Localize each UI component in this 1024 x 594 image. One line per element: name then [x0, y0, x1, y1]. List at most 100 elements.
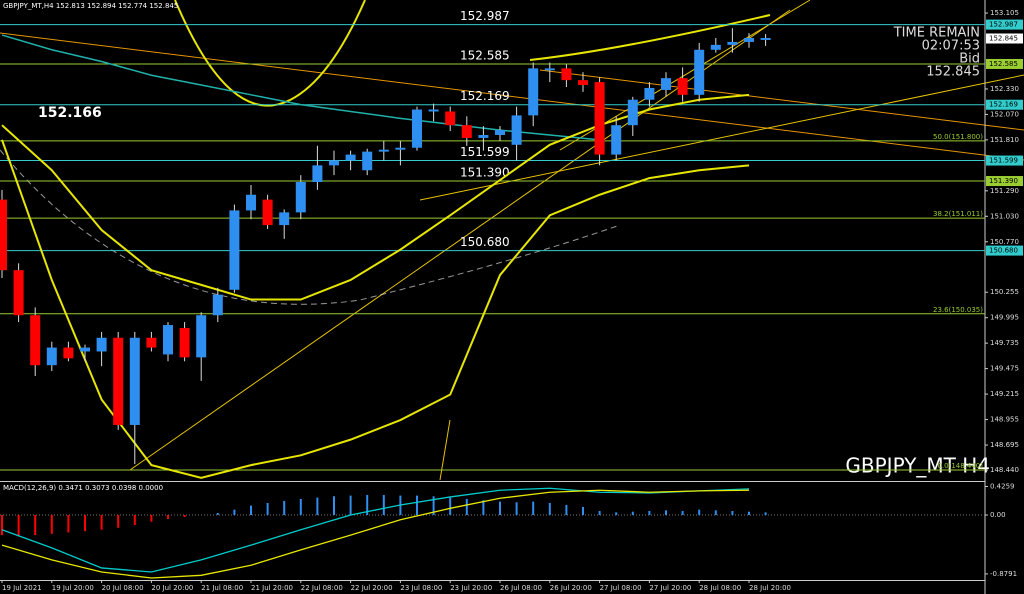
macd-y-tick-label: -0.8791 — [990, 570, 1017, 578]
candle-body — [80, 347, 90, 352]
bid-label: Bid — [959, 52, 980, 67]
band-curve — [174, 0, 366, 107]
y-tick-label: 149.215 — [990, 390, 1019, 398]
macd-signal-line — [1, 489, 750, 579]
x-tick-label: 28 Jul 08:00 — [699, 584, 741, 592]
y-tick-label: 150.770 — [990, 238, 1019, 246]
candle-body — [428, 109, 439, 112]
macd-y-tick-label: 0.00 — [990, 511, 1006, 519]
candle-body — [412, 109, 422, 148]
level-label: 150.680 — [460, 235, 510, 249]
level-tag — [986, 19, 1023, 30]
candle-body — [46, 347, 57, 366]
level-label: 152.987 — [460, 9, 510, 23]
y-tick-label: 148.955 — [990, 416, 1019, 424]
candle-body — [113, 337, 124, 425]
candle-body — [378, 149, 389, 152]
x-tick-label: 26 Jul 20:00 — [550, 584, 592, 592]
x-tick-label: 27 Jul 08:00 — [600, 584, 642, 592]
candle-body — [495, 130, 505, 135]
fib-label: 50.0(151.800) — [933, 133, 983, 141]
y-tick-label: 152.070 — [990, 110, 1019, 118]
y-tick-label: 152.330 — [990, 85, 1019, 93]
candle-body — [528, 68, 539, 116]
candle-body — [146, 337, 157, 348]
candle-body — [295, 182, 306, 213]
candle-body — [727, 41, 738, 45]
candle-body — [262, 199, 273, 226]
level-tag — [986, 99, 1023, 110]
y-tick-label: 153.105 — [990, 9, 1019, 17]
trend-line — [0, 32, 1024, 161]
y-tick-label: 148.695 — [990, 441, 1019, 449]
candle-body — [312, 165, 323, 183]
level-label: 151.599 — [460, 145, 510, 159]
x-tick-label: 20 Jul 20:00 — [151, 584, 193, 592]
candle-body — [163, 325, 173, 355]
candle-body — [561, 68, 572, 81]
time-remain-label: TIME REMAIN — [893, 26, 980, 41]
x-tick-label: 28 Jul 20:00 — [749, 584, 791, 592]
x-tick-label: 21 Jul 20:00 — [251, 584, 293, 592]
watermark: GBPJPY_MT H4 — [845, 454, 990, 478]
y-tick-label: 151.030 — [990, 212, 1019, 220]
candle-body — [677, 78, 688, 95]
chart-header: GBPJPY_MT,H4 152.813 152.894 152.774 152… — [3, 2, 178, 10]
y-tick-label: 149.475 — [990, 365, 1019, 373]
candle-body — [362, 151, 373, 171]
candle-body — [63, 347, 74, 359]
candle-body — [30, 315, 41, 366]
y-tick-label: 148.440 — [990, 466, 1019, 474]
fib-label: 23.6(150.035) — [933, 306, 983, 314]
x-tick-label: 20 Jul 08:00 — [102, 584, 144, 592]
x-tick-label: 22 Jul 20:00 — [351, 584, 393, 592]
ma-curve — [0, 149, 621, 305]
level-tag — [986, 176, 1023, 187]
candle-body — [578, 80, 588, 86]
candle-body — [0, 199, 7, 271]
candle-body — [395, 147, 406, 150]
candle-body — [594, 82, 605, 155]
overlay-line — [1, 139, 750, 479]
bid-tag — [986, 33, 1023, 44]
candle-body — [511, 115, 522, 145]
y-tick-label: 151.810 — [990, 136, 1019, 144]
level-tag-label: 151.599 — [989, 157, 1018, 165]
x-tick-label: 23 Jul 08:00 — [400, 584, 442, 592]
candle-body — [544, 68, 555, 71]
y-tick-label: 149.735 — [990, 339, 1019, 347]
candle-body — [710, 44, 721, 50]
level-label: 152.169 — [460, 89, 510, 103]
x-tick-label: 27 Jul 20:00 — [649, 584, 691, 592]
y-tick-label: 151.290 — [990, 187, 1019, 195]
candle-body — [13, 270, 24, 316]
fib-label: 0.0(148.440) — [937, 462, 983, 470]
fib-label: 38.2(151.011) — [933, 210, 983, 218]
x-tick-label: 23 Jul 20:00 — [450, 584, 492, 592]
trend-line — [419, 74, 1024, 201]
macd-y-tick-label: 0.4259 — [990, 482, 1015, 490]
x-tick-label: 21 Jul 08:00 — [201, 584, 243, 592]
band-curve — [529, 14, 771, 61]
candle-body — [744, 38, 754, 42]
level-tag — [986, 245, 1023, 256]
macd-label: MACD(12,26,9) 0.3471 0.3073 0.0398 0.000… — [3, 484, 163, 492]
level-tag-label: 152.169 — [989, 101, 1018, 109]
candle-body — [179, 327, 190, 358]
candle-body — [345, 154, 356, 161]
candle-body — [611, 125, 622, 155]
level-tag-label: 151.390 — [989, 177, 1018, 185]
bid-tag-label: 152.845 — [989, 34, 1018, 42]
candle-body — [329, 160, 339, 166]
candle-body — [445, 111, 456, 126]
y-tick-label: 149.995 — [990, 314, 1019, 322]
candle-body — [644, 87, 655, 100]
candle-body — [760, 38, 771, 40]
candle-body — [461, 125, 472, 138]
candle-body — [661, 78, 671, 90]
level-label: 152.585 — [460, 48, 510, 62]
level-tag — [986, 155, 1023, 166]
level-tag-label: 150.680 — [989, 247, 1018, 255]
